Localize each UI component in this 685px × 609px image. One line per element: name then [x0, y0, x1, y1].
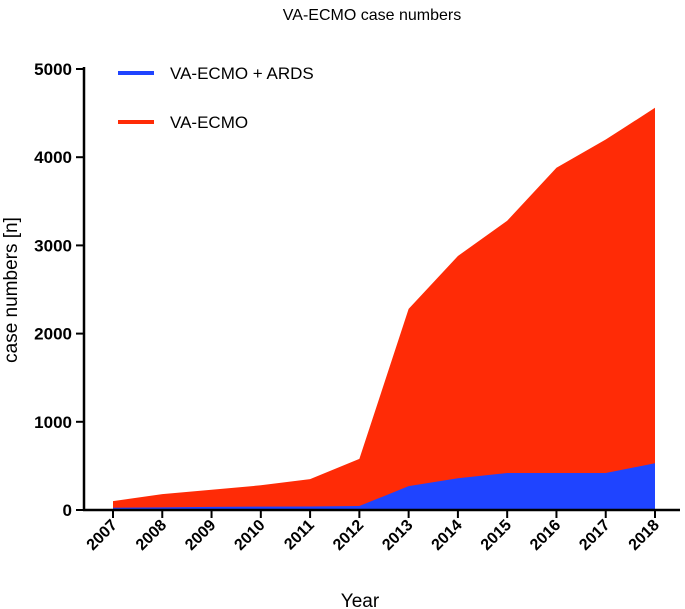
chart-title: VA-ECMO case numbers	[283, 7, 461, 24]
x-tick-label-2011: 2011	[281, 517, 318, 554]
y-tick-label-5000: 5000	[34, 60, 72, 79]
x-tick-label-2014: 2014	[429, 517, 466, 554]
x-tick-label-2007: 2007	[84, 517, 121, 554]
x-tick-label-2010: 2010	[231, 517, 268, 554]
x-tick-label-2016: 2016	[527, 517, 564, 554]
y-tick-label-2000: 2000	[34, 325, 72, 344]
y-axis-label: case numbers [n]	[1, 217, 22, 363]
area-layer	[113, 107, 655, 511]
x-tick-label-2018: 2018	[626, 517, 663, 554]
x-tick-label-2015: 2015	[478, 517, 515, 554]
area-va-ecmo	[113, 107, 655, 511]
x-tick-label-2012: 2012	[330, 517, 367, 554]
x-axis-label: Year	[341, 591, 380, 609]
x-tick-label-2009: 2009	[182, 517, 219, 554]
legend-label-va-ecmo: VA-ECMO	[170, 113, 248, 132]
legend-label-va-ecmo-ards: VA-ECMO + ARDS	[170, 64, 314, 83]
x-tick-label-2013: 2013	[379, 517, 416, 554]
area-va-ecmo-ards	[113, 463, 655, 510]
legend: VA-ECMO + ARDS VA-ECMO	[118, 64, 314, 132]
y-tick-label-1000: 1000	[34, 413, 72, 432]
y-tick-label-4000: 4000	[34, 148, 72, 167]
x-tick-label-2008: 2008	[133, 517, 170, 554]
y-tick-label-3000: 3000	[34, 236, 72, 255]
x-tick-label-2017: 2017	[576, 517, 613, 554]
y-tick-label-0: 0	[63, 501, 72, 520]
